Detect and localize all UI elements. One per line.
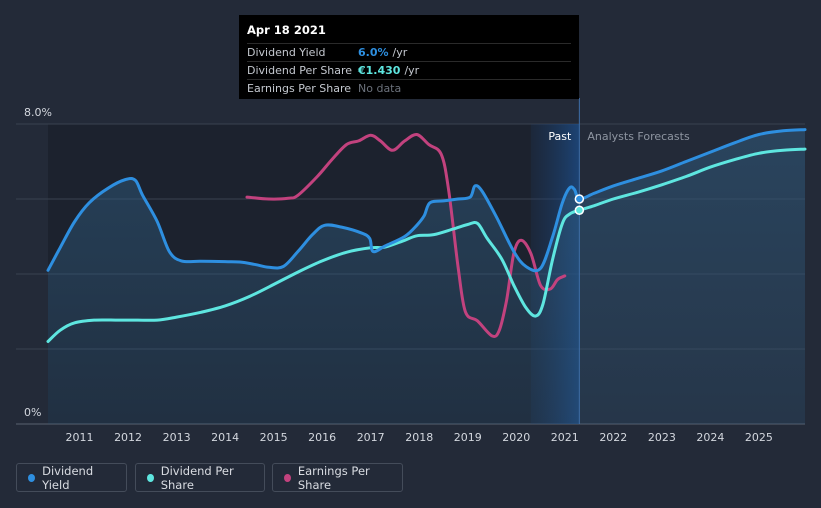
x-tick-label: 2018 [405, 431, 433, 444]
y-tick-label-bottom: 0% [24, 406, 41, 419]
series-lines [46, 128, 807, 343]
x-tick-label: 2020 [502, 431, 530, 444]
tooltip-row-value: No data [358, 82, 402, 95]
x-tick-label: 2011 [66, 431, 94, 444]
dividend-per-share-marker[interactable] [574, 205, 585, 215]
x-tick-label: 2025 [745, 431, 773, 444]
x-tick-label: 2023 [648, 431, 676, 444]
past-label: Past [548, 130, 572, 143]
x-tick-label: 2019 [454, 431, 482, 444]
legend-earnings-per-share[interactable]: Earnings Per Share [272, 463, 403, 492]
legend-label: Earnings Per Share [297, 463, 370, 492]
x-tick-label: 2024 [696, 431, 724, 444]
tooltip-row-label: Earnings Per Share [247, 82, 352, 95]
tooltip-row-value: 6.0% [358, 46, 389, 59]
dividend-yield-area [48, 129, 805, 424]
x-tick-label: 2016 [308, 431, 336, 444]
earnings-per-share-line [245, 132, 567, 338]
legend-dividend-per-share[interactable]: Dividend Per Share [135, 463, 265, 492]
tooltip-row-label: Dividend Per Share [247, 64, 353, 77]
legend-label: Dividend Yield [42, 463, 94, 492]
x-tick-label: 2013 [163, 431, 191, 444]
x-tick-label: 2021 [551, 431, 579, 444]
x-tick-label: 2012 [114, 431, 142, 444]
legend-label: Dividend Per Share [160, 463, 234, 492]
dividend-per-share-dot-icon [147, 473, 154, 482]
y-tick-label-top: 8.0% [24, 106, 52, 119]
tooltip: Apr 18 2021 Dividend Yield 6.0% /yr Divi… [239, 15, 579, 99]
tooltip-row-earnings-per-share: Earnings Per Share No data [247, 79, 571, 97]
tooltip-row-dividend-yield: Dividend Yield 6.0% /yr [247, 43, 571, 61]
dividend-yield-line [46, 128, 807, 273]
dividend-yield-marker[interactable] [574, 194, 585, 204]
tooltip-date: Apr 18 2021 [247, 23, 326, 37]
markers [574, 194, 585, 215]
earnings-per-share-dot-icon [284, 473, 291, 482]
tooltip-row-label: Dividend Yield [247, 46, 326, 59]
x-tick-label: 2015 [260, 431, 288, 444]
x-axis: 2011 2012 2013 2014 2015 2016 2017 2018 2019 2020… [66, 431, 773, 444]
tooltip-row-value: €1.430 [358, 64, 401, 77]
tooltip-row-unit: /yr [404, 64, 420, 77]
x-tick-label: 2014 [211, 431, 239, 444]
legend-dividend-yield[interactable]: Dividend Yield [16, 463, 127, 492]
forecast-label: Analysts Forecasts [587, 130, 690, 143]
x-tick-label: 2017 [357, 431, 385, 444]
x-tick-label: 2022 [599, 431, 627, 444]
dividend-yield-dot-icon [28, 473, 36, 482]
dividend-per-share-line [46, 147, 807, 343]
tooltip-row-dividend-per-share: Dividend Per Share €1.430 /yr [247, 61, 571, 79]
tooltip-row-unit: /yr [392, 46, 408, 59]
